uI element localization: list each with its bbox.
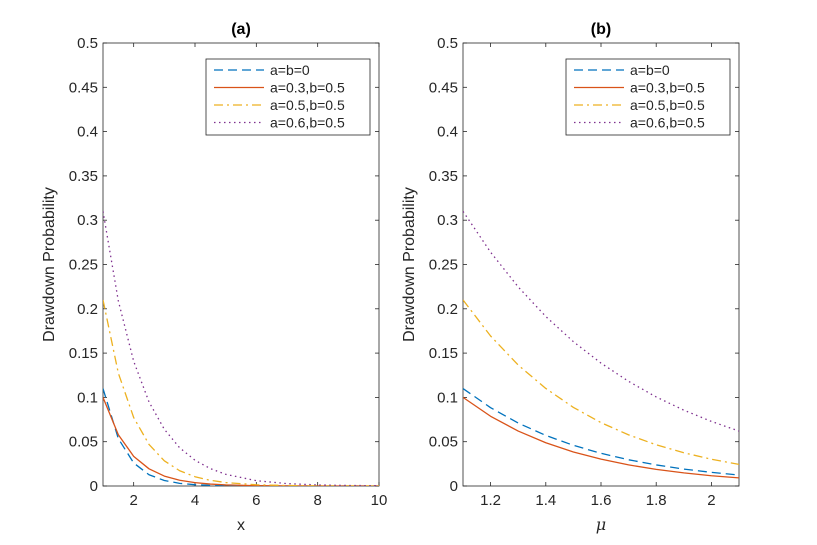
y-tick-label: 0.25: [429, 257, 458, 274]
legend-label-3: a=0.5,b=0.5: [630, 97, 705, 113]
x-tick-label: 4: [191, 492, 199, 509]
y-tick-label: 0.05: [69, 434, 98, 451]
legend-label-1: a=b=0: [630, 62, 670, 78]
y-tick-label: 0: [450, 478, 458, 495]
y-tick-label: 0.15: [69, 345, 98, 362]
panel-title-b: (b): [591, 21, 611, 38]
series-line-4: [463, 210, 739, 432]
y-tick-label: 0.1: [77, 389, 98, 406]
legend-box: [205, 58, 371, 136]
legend-label-3: a=0.5,b=0.5: [270, 97, 345, 113]
legend-label-4: a=0.6,b=0.5: [630, 115, 705, 131]
y-tick-label: 0.25: [69, 257, 98, 274]
y-tick-label: 0.05: [429, 434, 458, 451]
legend-label-2: a=0.3,b=0.5: [630, 80, 705, 96]
x-tick-label: 8: [313, 492, 321, 509]
panel-title-a: (a): [231, 21, 251, 38]
series-line-2: [463, 396, 739, 479]
legend: a=b=0 a=0.3,b=0.5a=0.5,b=0.5 a=0.6,b=0.5: [205, 58, 371, 136]
series-line-3: [103, 299, 379, 486]
y-tick-label: 0.3: [77, 212, 98, 229]
y-tick-label: 0.5: [437, 35, 458, 52]
y-tick-label: 0: [90, 478, 98, 495]
y-axis-label: Drawdown Probability: [41, 187, 58, 342]
y-tick-label: 0.4: [437, 124, 458, 141]
y-tick-label: 0.2: [77, 301, 98, 318]
series-line-4: [103, 211, 379, 486]
x-tick-label: 1.6: [591, 492, 612, 509]
series-line-1: [103, 388, 379, 486]
y-tick-label: 0.3: [437, 212, 458, 229]
legend-label-1: a=b=0: [270, 62, 310, 78]
y-tick-label: 0.1: [437, 389, 458, 406]
legend-label-2: a=0.3,b=0.5: [270, 80, 345, 96]
panel-b: 0 0.05 0.1 0.15 0.2 0.25 0.3 0.35 0.4 0.45 0.5 1.2 1…: [401, 21, 740, 534]
x-axis-label: μ: [596, 515, 606, 534]
x-axis-label: x: [237, 517, 245, 534]
legend-label-4: a=0.6,b=0.5: [270, 115, 345, 131]
y-tick-label: 0.15: [429, 345, 458, 362]
y-tick-label: 0.5: [77, 35, 98, 52]
y-tick-label: 0.35: [429, 168, 458, 185]
x-tick-label: 10: [371, 492, 388, 509]
x-tick-label: 1.8: [646, 492, 667, 509]
x-tick-label: 2: [129, 492, 137, 509]
x-tick-label: 1.2: [480, 492, 501, 509]
x-tick-label: 6: [252, 492, 260, 509]
y-tick-label: 0.45: [69, 79, 98, 96]
legend: a=b=0 a=0.3,b=0.5a=0.5,b=0.5 a=0.6,b=0.5: [565, 58, 731, 136]
x-tick-label: 2: [707, 492, 715, 509]
y-tick-label: 0.2: [437, 301, 458, 318]
y-tick-label: 0.35: [69, 168, 98, 185]
y-tick-label: 0.4: [77, 124, 98, 141]
legend-box: [565, 58, 731, 136]
x-tick-label: 1.4: [535, 492, 556, 509]
y-tick-label: 0.45: [429, 79, 458, 96]
y-axis-label: Drawdown Probability: [401, 187, 418, 342]
panel-a: 0 0.05 0.1 0.15 0.2 0.25 0.3 0.35 0.4 0.45 0.5 2 4 6 8…: [41, 21, 387, 534]
